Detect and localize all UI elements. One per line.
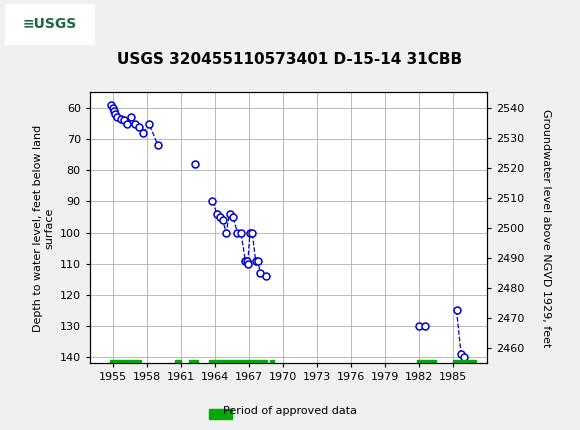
Bar (5, 4, 95, 46)
Bar (453, 360, 476, 363)
Bar (110, 360, 141, 363)
Y-axis label: Depth to water level, feet below land
surface: Depth to water level, feet below land su… (32, 124, 54, 332)
Text: Period of approved data: Period of approved data (223, 405, 357, 416)
Bar (417, 360, 436, 363)
Y-axis label: Groundwater level above NGVD 1929, feet: Groundwater level above NGVD 1929, feet (541, 109, 551, 347)
Bar (209, 360, 267, 363)
Text: USGS 320455110573401 D-15-14 31CBB: USGS 320455110573401 D-15-14 31CBB (117, 52, 463, 67)
Bar (188, 360, 198, 363)
Text: ≡USGS: ≡USGS (23, 17, 77, 31)
Bar (175, 360, 181, 363)
Bar (270, 360, 274, 363)
